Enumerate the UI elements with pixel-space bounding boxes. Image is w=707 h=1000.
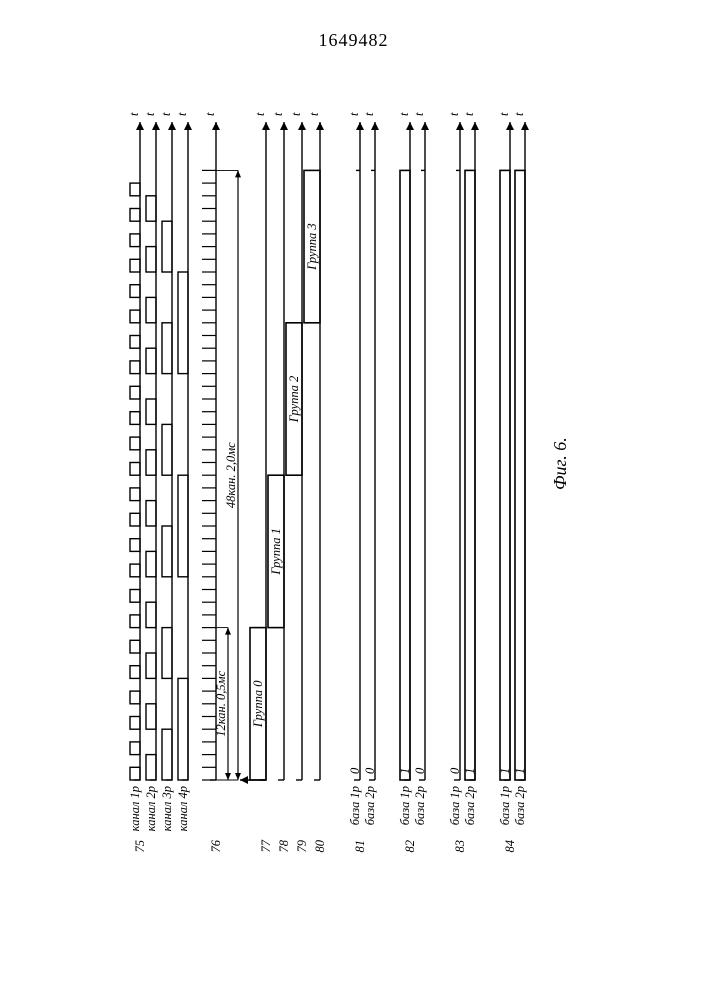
svg-text:база 1р: база 1р [398,786,412,825]
svg-text:Группа 0: Группа 0 [251,680,265,728]
svg-text:0: 0 [348,767,362,774]
svg-text:0: 0 [413,767,427,774]
svg-text:77: 77 [259,839,273,852]
svg-text:база 2р: база 2р [513,786,527,825]
svg-text:t: t [127,112,141,116]
svg-text:t: t [447,112,461,116]
svg-text:t: t [512,112,526,116]
svg-text:48кан. 2,0мс: 48кан. 2,0мс [224,442,238,508]
svg-text:база 2р: база 2р [363,786,377,825]
svg-text:75: 75 [133,840,147,853]
svg-text:t: t [159,112,173,116]
doc-number: 1649482 [0,30,707,51]
svg-text:12кан. 0,5мс: 12кан. 0,5мс [214,670,228,736]
svg-text:80: 80 [313,839,327,852]
svg-text:t: t [397,112,411,116]
figure-label: Фиг. 6. [550,437,571,490]
svg-text:82: 82 [403,840,417,853]
svg-text:канал 2р: канал 2р [144,786,158,831]
svg-text:t: t [412,112,426,116]
svg-text:t: t [362,112,376,116]
svg-text:83: 83 [453,840,467,853]
svg-text:Группа 2: Группа 2 [287,376,301,424]
svg-text:Группа 3: Группа 3 [305,223,319,271]
svg-text:t: t [462,112,476,116]
svg-text:база 1р: база 1р [498,786,512,825]
svg-text:канал 1р: канал 1р [128,786,142,831]
svg-text:база 2р: база 2р [463,786,477,825]
svg-text:79: 79 [295,839,309,852]
svg-text:t: t [497,112,511,116]
svg-text:t: t [347,112,361,116]
svg-text:81: 81 [353,840,367,853]
svg-text:t: t [143,112,157,116]
svg-text:t: t [289,112,303,116]
svg-text:база 1р: база 1р [348,786,362,825]
svg-text:t: t [203,112,217,116]
svg-text:0: 0 [363,767,377,774]
svg-text:канал 3р: канал 3р [160,786,174,831]
svg-text:84: 84 [503,840,517,853]
svg-text:база 1р: база 1р [448,786,462,825]
timing-diagram: канал 1р 75 t канал 2р t канал 3р t канал 4р t 76… [130,100,570,860]
svg-text:база 2р: база 2р [413,786,427,825]
svg-text:канал 4р: канал 4р [176,786,190,831]
svg-text:t: t [253,112,267,116]
svg-text:t: t [175,112,189,116]
svg-text:Группа 1: Группа 1 [269,528,283,576]
svg-text:t: t [271,112,285,116]
svg-text:76: 76 [209,839,223,852]
svg-text:t: t [307,112,321,116]
svg-text:0: 0 [448,767,462,774]
svg-text:78: 78 [277,839,291,852]
